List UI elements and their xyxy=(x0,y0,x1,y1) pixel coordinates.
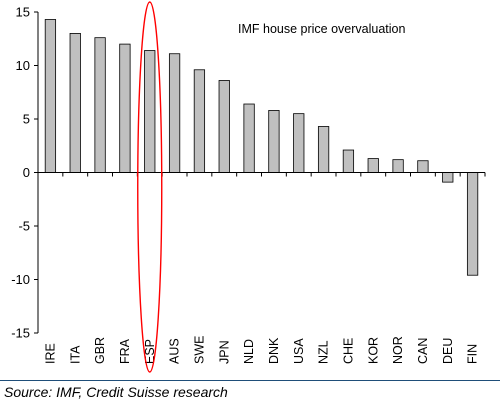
bar-jpn xyxy=(218,80,230,173)
bar-nld xyxy=(243,103,255,173)
labels-layer: 15 10 5 0 -5 -10 -15 IRE ITA GBR FRA ESP AUS SWE JPN NL… xyxy=(11,5,479,365)
x-tick-label-fra: FRA xyxy=(118,338,132,364)
x-tick-label-usa: USA xyxy=(292,338,306,364)
x-tick-label-gbr: GBR xyxy=(93,337,107,364)
x-tick-label-esp: ESP xyxy=(143,339,157,364)
bar-kor xyxy=(367,158,379,173)
bar-can xyxy=(417,160,429,173)
source-divider xyxy=(0,380,500,381)
bar-usa xyxy=(293,113,305,173)
x-tick-label-kor: KOR xyxy=(366,337,380,364)
y-tick-label: -10 xyxy=(11,272,30,287)
x-tick-label-ita: ITA xyxy=(68,345,82,364)
bars-layer xyxy=(44,19,479,276)
bar-fin xyxy=(466,172,479,276)
bar-dnk xyxy=(268,110,280,173)
y-tick-label: 0 xyxy=(23,165,30,180)
y-tick-label: -5 xyxy=(18,219,30,234)
x-tick-label-can: CAN xyxy=(416,338,430,364)
y-tick-label: 5 xyxy=(23,112,30,127)
chart-title: IMF house price overvaluation xyxy=(238,22,405,36)
bar-esp xyxy=(144,50,156,173)
bar-nor xyxy=(392,159,404,173)
bar-ita xyxy=(69,33,81,173)
bar-nzl xyxy=(317,126,330,173)
bar-fra xyxy=(119,43,131,173)
x-tick-label-fin: FIN xyxy=(466,344,480,364)
x-tick-label-aus: AUS xyxy=(168,338,182,364)
bar-aus xyxy=(168,53,181,173)
x-tick-label-nld: NLD xyxy=(242,339,256,364)
x-tick-label-ire: IRE xyxy=(43,343,57,364)
x-tick-label-nzl: NZL xyxy=(317,340,331,364)
bar-ire xyxy=(44,19,57,173)
x-tick-label-dnk: DNK xyxy=(267,337,281,364)
x-tick-label-deu: DEU xyxy=(441,338,455,364)
bar-che xyxy=(342,149,355,173)
bar-swe xyxy=(193,69,206,173)
bar-chart: IMF house price overvaluation 15 10 5 0 -5 -1… xyxy=(11,1,486,373)
highlight-ellipse xyxy=(137,1,163,373)
source-note: Source: IMF, Credit Suisse research xyxy=(4,384,228,400)
x-tick-label-nor: NOR xyxy=(391,336,405,364)
highlight-layer xyxy=(137,1,163,373)
bar-deu xyxy=(442,172,454,183)
y-tick-label: 15 xyxy=(16,5,30,20)
y-tick-label: 10 xyxy=(16,58,30,73)
bar-gbr xyxy=(94,37,106,173)
y-tick-label: -15 xyxy=(11,326,30,341)
x-tick-label-che: CHE xyxy=(341,338,355,364)
x-tick-label-jpn: JPN xyxy=(217,340,231,364)
x-tick-label-swe: SWE xyxy=(192,336,206,364)
axes-layer xyxy=(34,11,486,334)
